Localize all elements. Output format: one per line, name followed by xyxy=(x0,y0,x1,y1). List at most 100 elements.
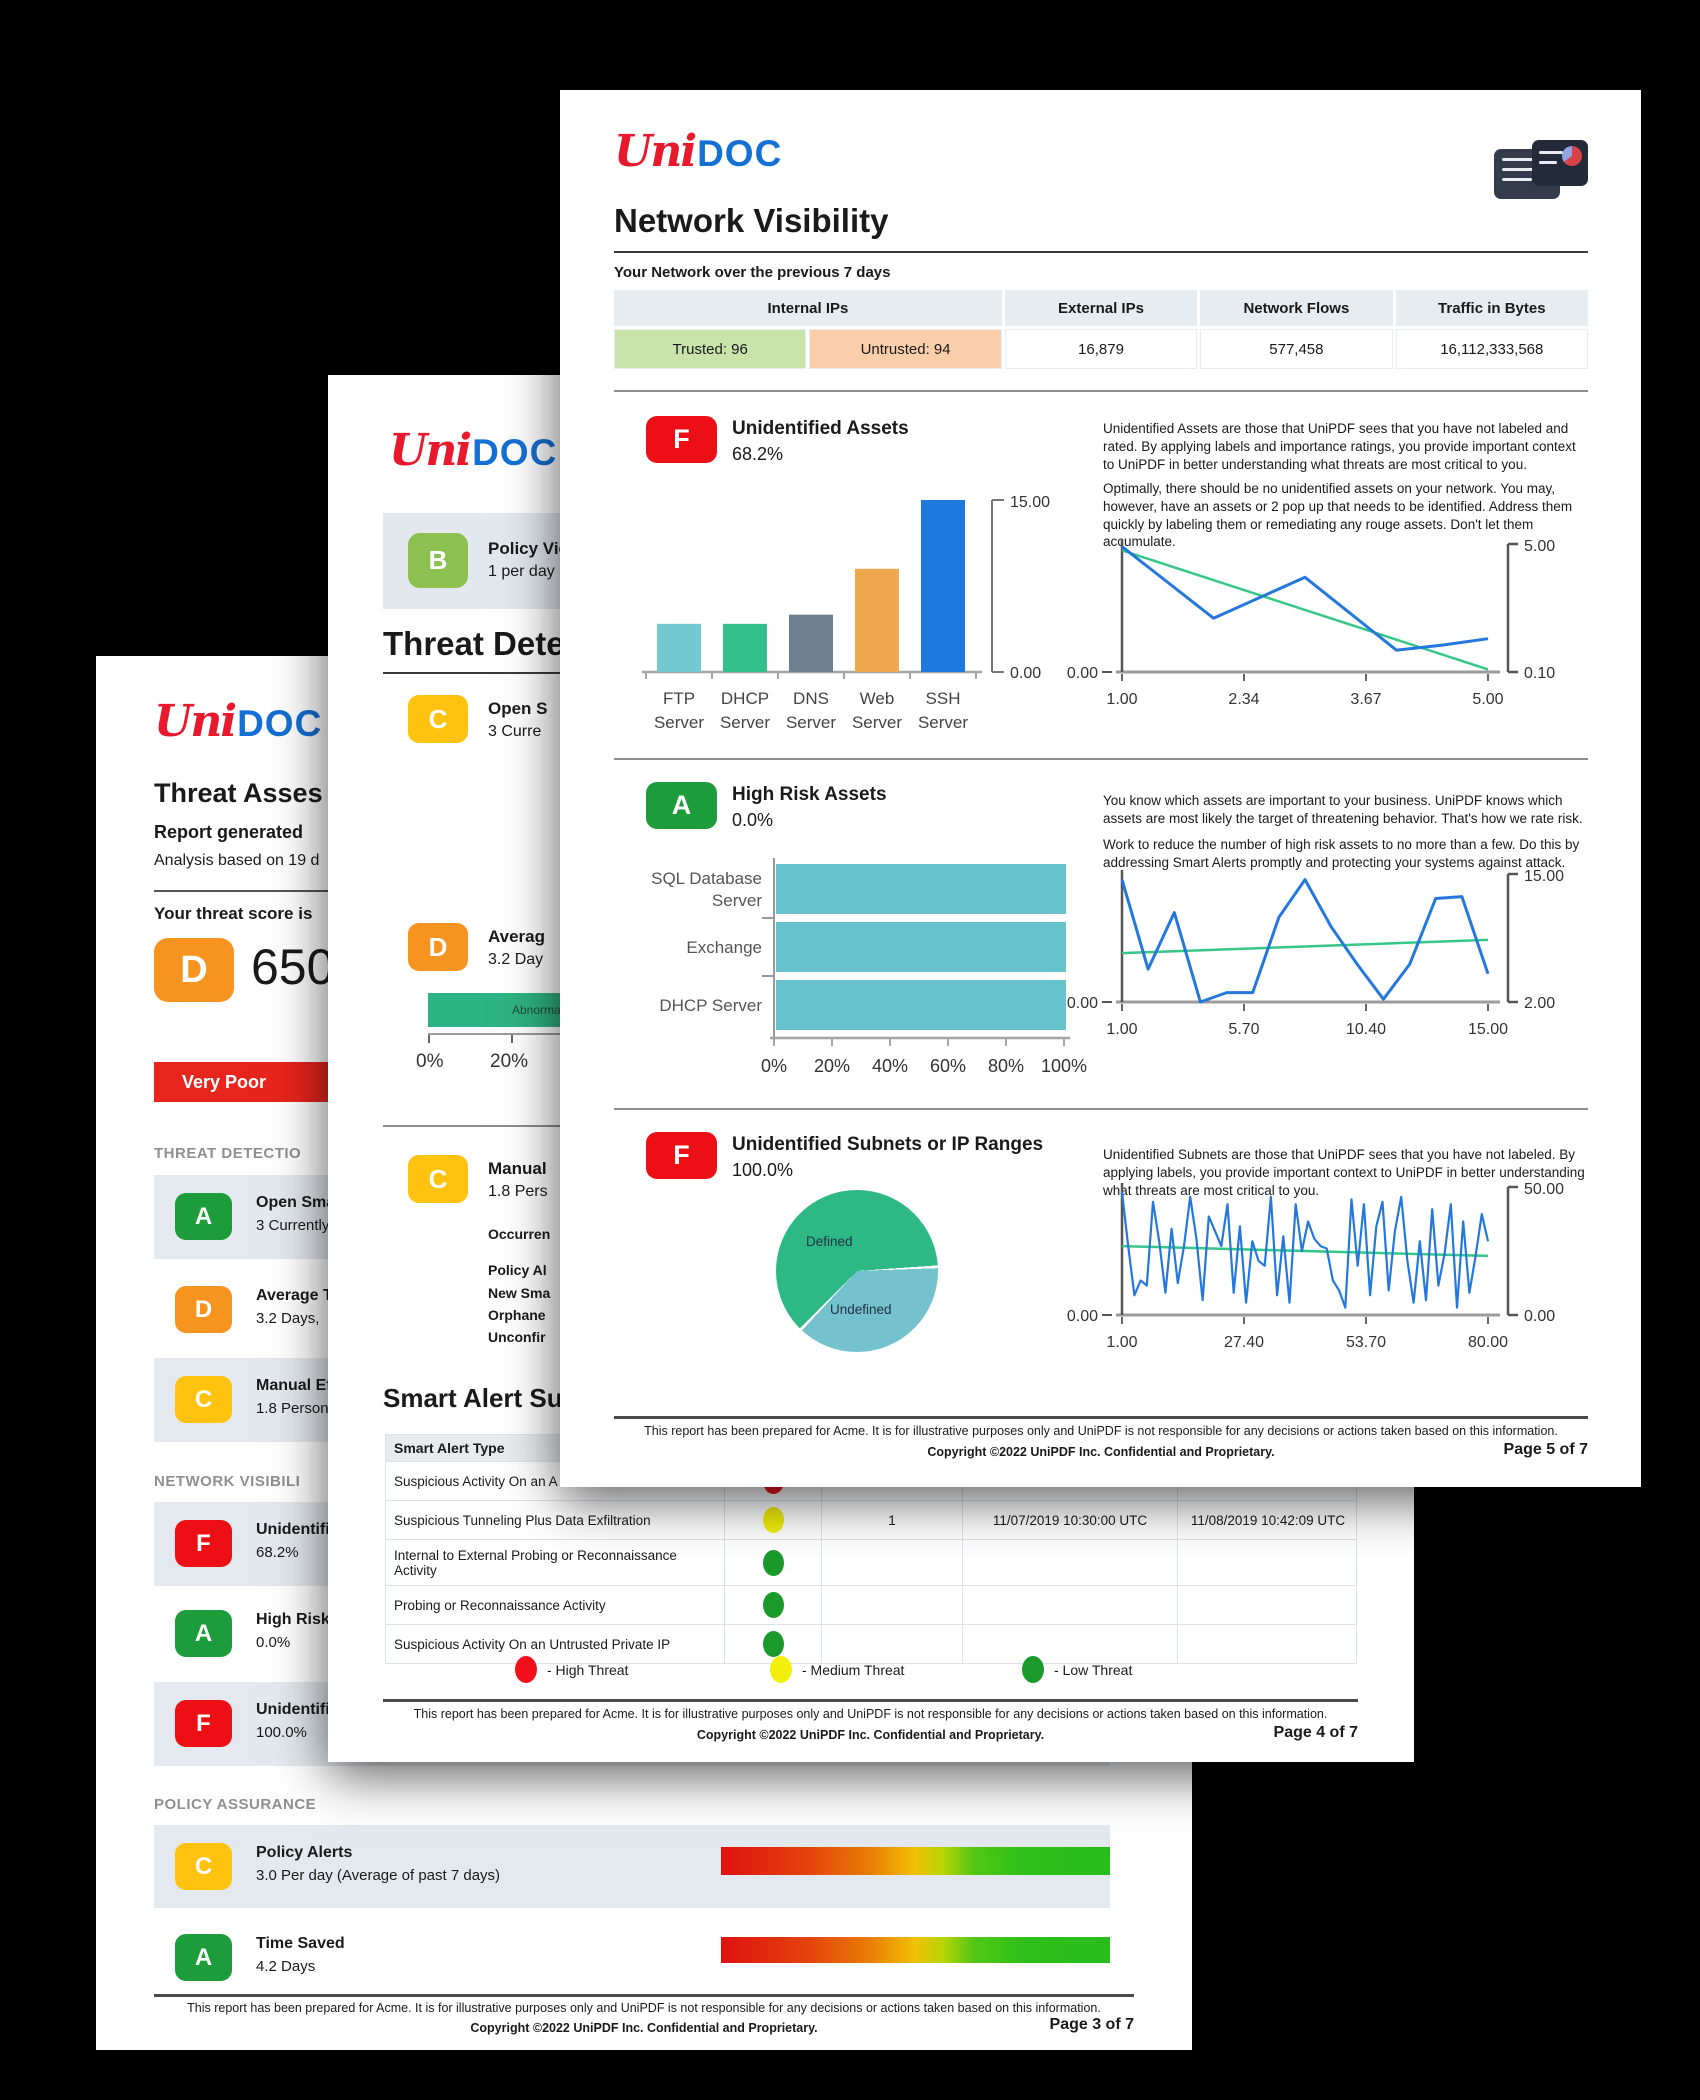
footer-disclaimer: This report has been prepared for Acme. … xyxy=(413,1707,1328,1721)
grade-badge-average-duration: D xyxy=(408,923,468,971)
logo-doc-text: DOC xyxy=(472,432,558,473)
threat-score-value: 650 xyxy=(251,939,335,995)
svg-text:FTP: FTP xyxy=(663,689,695,708)
svg-text:3.67: 3.67 xyxy=(1350,691,1381,708)
high-risk-assets-hbar-chart: SQL Database Server Exchange DHCP Server 0% 2… xyxy=(651,858,1087,1076)
svg-text:DNS: DNS xyxy=(793,689,829,708)
chart-card-icon xyxy=(1532,140,1588,186)
detail-label: Orphane xyxy=(488,1307,546,1323)
traffic-bytes-cell: 16,112,333,568 xyxy=(1395,329,1588,369)
axis-label: 0% xyxy=(416,1051,444,1072)
report-page-5: UniDOC Network Visibility Your Network o… xyxy=(560,90,1641,1487)
row-subtitle: 4.2 Days xyxy=(256,1958,316,1975)
detail-label: Unconfir xyxy=(488,1329,546,1345)
svg-text:10.40: 10.40 xyxy=(1346,1021,1386,1038)
grade-badge-high-risk-assets: A xyxy=(646,782,717,829)
grade-row-high-risk: A High Risk 0.0% xyxy=(154,1592,1110,1676)
page-number: Page 5 of 7 xyxy=(1503,1441,1588,1458)
unidentified-assets-bar-chart: FTP Server DHCP Server DNS Server Web Server SSH… xyxy=(642,494,1050,732)
legend-high-threat: - High Threat xyxy=(515,1656,628,1683)
svg-text:5.70: 5.70 xyxy=(1228,1021,1259,1038)
logo-uni-text: Uni xyxy=(154,696,237,747)
external-ips-cell: 16,879 xyxy=(1004,329,1198,369)
trusted-ips-cell: Trusted: 96 xyxy=(614,329,807,369)
threat-dot xyxy=(762,1631,784,1657)
count-cell xyxy=(822,1586,963,1624)
page-number: Page 3 of 7 xyxy=(1049,2016,1134,2033)
count-cell xyxy=(822,1540,963,1585)
page4-title: Threat Detect xyxy=(383,625,594,662)
divider xyxy=(614,1108,1588,1110)
section-heading-network-visibility: NETWORK VISIBILI xyxy=(154,1473,301,1490)
grade-letter: F xyxy=(196,1529,211,1557)
grade-row-policy-alerts: C Policy Alerts 3.0 Per day (Average of … xyxy=(154,1825,1110,1908)
column-header: Smart Alert Type xyxy=(394,1440,505,1456)
rating-text: Very Poor xyxy=(182,1071,267,1092)
grade-letter: A xyxy=(194,1619,213,1647)
footer-disclaimer: This report has been prepared for Acme. … xyxy=(187,2001,1101,2015)
section-heading-policy-assurance: POLICY ASSURANCE xyxy=(154,1796,317,1813)
grade-badge-unidentified-subnets: F xyxy=(646,1132,717,1179)
legend-medium-threat: - Medium Threat xyxy=(770,1656,904,1683)
row-title: Average T xyxy=(256,1287,333,1304)
footer-copyright: Copyright ©2022 UniPDF Inc. Confidential… xyxy=(927,1445,1275,1459)
svg-text:5.00: 5.00 xyxy=(1472,691,1503,708)
grade-row-average-time: D Average T 3.2 Days, xyxy=(154,1268,1110,1352)
first-seen-cell xyxy=(963,1625,1178,1663)
score-gauge xyxy=(721,1847,1110,1875)
row-subtitle: 3.2 Days, xyxy=(256,1310,320,1327)
svg-text:1.00: 1.00 xyxy=(1106,691,1137,708)
svg-text:DHCP: DHCP xyxy=(721,689,769,708)
grade-badge: C xyxy=(175,1843,232,1890)
threat-level-cell xyxy=(725,1501,822,1539)
grade-letter: C xyxy=(428,703,448,734)
title-underline xyxy=(614,251,1588,253)
svg-text:15.00: 15.00 xyxy=(1524,868,1564,885)
row-title: Time Saved xyxy=(256,1935,345,1952)
unidoc-logo: UniDOC xyxy=(154,696,322,747)
alert-type-cell: Probing or Reconnaissance Activity xyxy=(386,1586,725,1624)
alert-type-cell: Internal to External Probing or Reconnai… xyxy=(386,1540,725,1585)
table-row: Suspicious Activity On an Untrusted Priv… xyxy=(385,1625,1357,1664)
svg-text:0.00: 0.00 xyxy=(1067,665,1098,682)
row-title: High Risk xyxy=(256,1611,330,1628)
last-seen-cell xyxy=(1178,1540,1358,1585)
svg-text:1.00: 1.00 xyxy=(1106,1021,1137,1038)
svg-text:0%: 0% xyxy=(761,1056,787,1076)
footer-rule xyxy=(614,1416,1588,1419)
row-subtitle: 3.0 Per day (Average of past 7 days) xyxy=(256,1867,501,1884)
section-title: Unidentified Subnets or IP Ranges xyxy=(732,1134,1044,1155)
grade-letter: D xyxy=(194,1295,213,1323)
section-paragraph: Unidentified Assets are those that UniPD… xyxy=(1103,421,1576,472)
detail-label: New Sma xyxy=(488,1285,551,1301)
item-subtitle: 1.8 Pers xyxy=(488,1183,548,1200)
svg-text:15.00: 15.00 xyxy=(1010,494,1050,511)
divider xyxy=(614,758,1588,760)
logo-uni-text: Uni xyxy=(614,126,697,177)
threat-level-cell xyxy=(725,1586,822,1624)
section-paragraph: Work to reduce the number of high risk a… xyxy=(1103,837,1580,870)
svg-text:DHCP Server: DHCP Server xyxy=(659,996,762,1015)
svg-text:60%: 60% xyxy=(930,1056,966,1076)
analysis-based-label: Analysis based on 19 d xyxy=(154,852,320,869)
column-header-network-flows: Network Flows xyxy=(1200,290,1393,326)
svg-text:40%: 40% xyxy=(872,1056,908,1076)
legend-low-threat: - Low Threat xyxy=(1022,1656,1132,1683)
grade-letter: A xyxy=(194,1202,213,1230)
svg-text:15.00: 15.00 xyxy=(1468,1021,1508,1038)
grade-letter: B xyxy=(428,545,448,575)
section-value: 68.2% xyxy=(732,444,784,464)
grade-letter: A xyxy=(194,1943,213,1971)
grade-letter: F xyxy=(196,1709,211,1737)
svg-text:0.00: 0.00 xyxy=(1067,1308,1098,1325)
unidoc-logo: UniDOC xyxy=(389,425,557,476)
row-subtitle: 68.2% xyxy=(256,1544,299,1561)
grade-letter: C xyxy=(194,1852,213,1880)
detail-label: Policy Al xyxy=(488,1262,547,1278)
svg-text:Server: Server xyxy=(918,713,968,732)
network-summary-table: Internal IPs External IPs Network Flows … xyxy=(614,290,1588,369)
grade-row-time-saved: A Time Saved 4.2 Days xyxy=(154,1916,1110,1994)
report-generated-label: Report generated xyxy=(154,822,304,842)
svg-text:0.00: 0.00 xyxy=(1067,995,1098,1012)
